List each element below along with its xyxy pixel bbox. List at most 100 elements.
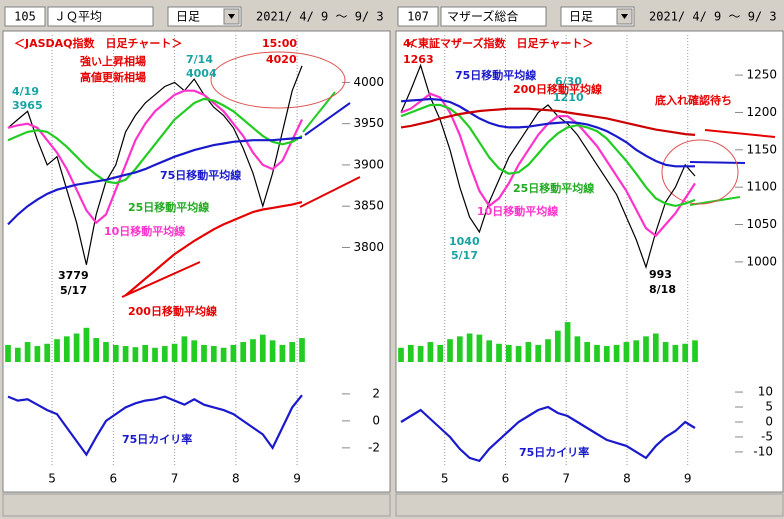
trend-extension xyxy=(704,129,776,138)
moving-average xyxy=(7,97,303,185)
annotation: 8/18 xyxy=(649,283,676,296)
volume-bar xyxy=(594,344,600,362)
kairi-tick-label: 2 xyxy=(372,386,380,400)
month-label: 9 xyxy=(293,472,301,486)
annotation: 3965 xyxy=(12,99,43,112)
annotation: 3779 xyxy=(58,269,89,282)
kairi-tick-label: 5 xyxy=(765,400,773,414)
period-type: 日足 xyxy=(176,10,200,24)
volume-bar xyxy=(259,334,266,362)
annotation: 4/19 xyxy=(12,85,39,98)
volume-bar xyxy=(447,339,453,362)
kairi-tick-label: 10 xyxy=(758,385,773,399)
annotation: 7/14 xyxy=(186,53,213,66)
volume-bar xyxy=(535,344,542,362)
volume-bar xyxy=(603,346,610,362)
volume-bar xyxy=(486,340,493,362)
price-line xyxy=(400,63,696,270)
annotation: 10日移動平均線 xyxy=(477,204,558,218)
y-tick-label: 1250 xyxy=(746,68,777,82)
volume-bar xyxy=(132,347,139,362)
y-tick-label: 4000 xyxy=(353,75,384,89)
period-select[interactable] xyxy=(167,6,242,27)
volume-bar xyxy=(437,344,444,362)
dropdown-arrow xyxy=(228,14,235,19)
kairi-tick-label: 0 xyxy=(372,413,380,427)
volume-bar xyxy=(289,342,296,362)
annotation: 底入れ確認待ち xyxy=(655,93,732,107)
annotation: 4/ xyxy=(403,37,416,50)
month-label: 7 xyxy=(562,472,570,486)
moving-average xyxy=(400,107,696,136)
volume-bar xyxy=(171,343,178,362)
volume-bar xyxy=(14,347,21,362)
volume-bar xyxy=(564,322,571,362)
code-box xyxy=(397,6,439,27)
annotation: 25日移動平均線 xyxy=(128,200,209,214)
month-label: 6 xyxy=(502,472,510,486)
y-tick-label: 1150 xyxy=(746,142,777,156)
volume-bar xyxy=(201,344,207,362)
volume-bar xyxy=(398,347,404,362)
period: 2021/ 4/ 9 ～ 9/ 3 xyxy=(649,10,777,24)
annotation: 4004 xyxy=(186,67,217,80)
y-tick-label: 1000 xyxy=(746,254,777,268)
volume-bar xyxy=(456,336,463,362)
volume-bar xyxy=(643,336,649,362)
highlight-circle xyxy=(210,51,346,109)
highlight-circle xyxy=(661,139,739,205)
volume-bar xyxy=(299,338,305,362)
volume-bar xyxy=(269,340,276,362)
volume-bar xyxy=(240,342,247,362)
period-select[interactable] xyxy=(560,6,635,27)
moving-average xyxy=(400,103,696,208)
volume-bar xyxy=(427,342,434,362)
status-bar xyxy=(395,493,784,517)
volume-bar xyxy=(5,344,11,362)
price-line xyxy=(7,65,303,265)
trend-extension xyxy=(304,102,351,136)
chart-title: ＜東証マザーズ指数 日足チャート＞ xyxy=(407,36,593,50)
period-type: 日足 xyxy=(569,10,593,24)
volume-bar xyxy=(220,347,227,362)
annotation: 1040 xyxy=(449,235,480,248)
annotation: 5/17 xyxy=(451,249,478,262)
y-tick-label: 1100 xyxy=(746,180,777,194)
y-tick-label: 1050 xyxy=(746,217,777,231)
month-label: 5 xyxy=(441,472,449,486)
annotation: 75日移動平均線 xyxy=(160,168,241,182)
volume-bar xyxy=(44,343,51,362)
volume-bar xyxy=(466,333,473,362)
volume-bar xyxy=(181,336,188,362)
trend-extension xyxy=(302,91,336,133)
name-box xyxy=(47,6,154,27)
annotation: 4020 xyxy=(266,53,297,66)
volume-bar xyxy=(505,344,512,362)
volume-bar xyxy=(496,343,502,362)
moving-average xyxy=(7,89,303,225)
chart-title: ＜JASDAQ指数 日足チャート＞ xyxy=(14,36,182,50)
volume-bar xyxy=(682,343,689,362)
kairi-line xyxy=(7,394,303,457)
volume-bar xyxy=(230,344,237,362)
volume-bar xyxy=(515,346,522,362)
volume-bar xyxy=(93,338,100,362)
index-name: ＪＱ平均 xyxy=(54,10,102,24)
volume-bar xyxy=(584,342,591,362)
volume-bar xyxy=(73,333,80,362)
annotation: 200日移動平均線 xyxy=(128,304,217,318)
volume-bar xyxy=(623,342,630,362)
name-box xyxy=(440,6,547,27)
volume-bar xyxy=(191,340,198,362)
volume-bar xyxy=(112,344,119,362)
dropdown-arrow xyxy=(621,14,628,19)
kairi-tick-label: -10 xyxy=(753,444,773,458)
annotation: 高値更新相場 xyxy=(80,70,146,84)
moving-average xyxy=(400,97,695,168)
volume-bar xyxy=(545,339,551,362)
volume-bar xyxy=(103,342,109,362)
volume-bar xyxy=(122,346,129,362)
volume-bar xyxy=(24,342,31,362)
annotation: 10日移動平均線 xyxy=(104,224,185,238)
